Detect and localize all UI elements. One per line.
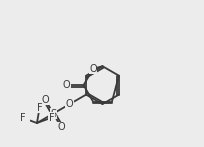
- Text: O: O: [89, 64, 96, 74]
- Text: O: O: [65, 99, 73, 109]
- Text: F: F: [19, 113, 25, 123]
- Text: F: F: [49, 113, 54, 123]
- Text: O: O: [62, 80, 70, 90]
- Text: O: O: [57, 122, 65, 132]
- Text: F: F: [37, 103, 42, 113]
- Text: O: O: [41, 95, 49, 105]
- Text: S: S: [50, 108, 56, 118]
